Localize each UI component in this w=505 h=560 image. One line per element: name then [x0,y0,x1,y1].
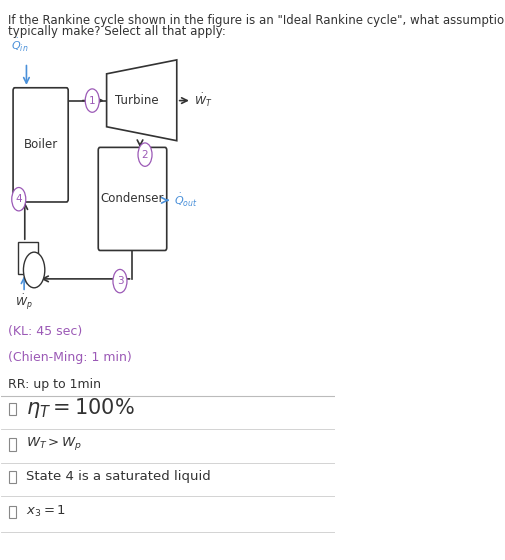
Text: $\dot{Q}_{in}$: $\dot{Q}_{in}$ [12,37,29,54]
Text: (KL: 45 sec): (KL: 45 sec) [8,325,82,338]
Circle shape [12,188,26,211]
Circle shape [138,143,152,166]
Text: Boiler: Boiler [23,138,58,151]
FancyBboxPatch shape [9,471,16,483]
FancyBboxPatch shape [18,242,38,274]
FancyBboxPatch shape [13,88,68,202]
Text: RR: up to 1min: RR: up to 1min [8,378,101,391]
FancyBboxPatch shape [98,147,167,250]
Text: $\dot{W}_p$: $\dot{W}_p$ [15,292,33,312]
Circle shape [23,252,45,288]
FancyBboxPatch shape [9,403,16,416]
Text: 3: 3 [117,276,123,286]
Text: $\eta_T = 100\%$: $\eta_T = 100\%$ [26,396,135,420]
Text: State 4 is a saturated liquid: State 4 is a saturated liquid [26,470,211,483]
Text: 2: 2 [141,150,148,160]
Text: If the Rankine cycle shown in the figure is an "Ideal Rankine cycle", what assum: If the Rankine cycle shown in the figure… [8,13,505,27]
Polygon shape [107,60,176,141]
Text: $\dot{W}_T$: $\dot{W}_T$ [194,92,213,109]
Text: $W_T > W_p$: $W_T > W_p$ [26,435,82,452]
Text: (Chien-Ming: 1 min): (Chien-Ming: 1 min) [8,351,132,365]
Text: Condenser: Condenser [100,193,164,206]
Text: 1: 1 [89,96,95,106]
Text: Turbine: Turbine [115,94,158,107]
Text: $\dot{Q}_{out}$: $\dot{Q}_{out}$ [174,192,198,209]
Text: $x_3 = 1$: $x_3 = 1$ [26,503,66,519]
Text: 4: 4 [16,194,22,204]
FancyBboxPatch shape [9,506,16,519]
Text: typically make? Select all that apply:: typically make? Select all that apply: [8,25,226,38]
Circle shape [85,89,99,112]
Circle shape [113,269,127,293]
FancyBboxPatch shape [9,438,16,450]
